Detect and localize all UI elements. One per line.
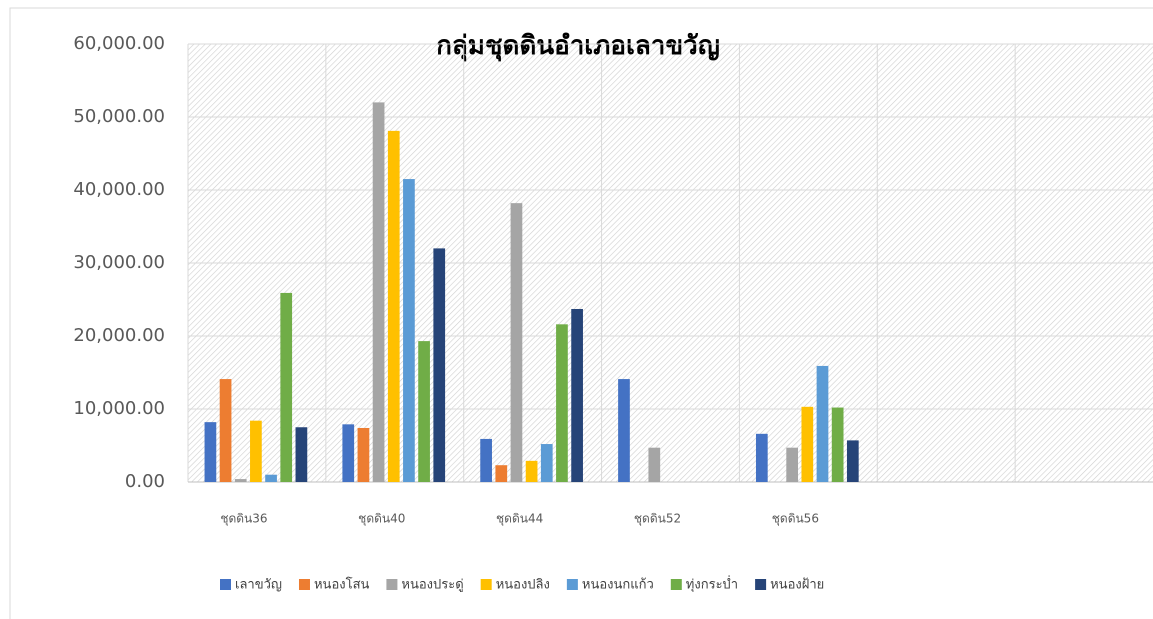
y-tick-label: 10,000.00: [73, 398, 165, 419]
bar: [295, 427, 308, 482]
legend-label: หนองนกแก้ว: [582, 578, 654, 593]
legend-label: หนองประดู่: [401, 578, 463, 593]
x-tick-label: ชุดดิน52: [634, 512, 681, 527]
y-tick-label: 40,000.00: [73, 179, 165, 200]
x-tick-label: ชุดดิน44: [496, 512, 543, 527]
bar: [234, 479, 247, 482]
bar: [250, 420, 262, 482]
bar: [480, 438, 492, 482]
bar: [342, 424, 355, 482]
bar: [357, 427, 370, 482]
bar: [280, 292, 293, 482]
y-tick-label: 20,000.00: [73, 325, 165, 346]
bar: [510, 203, 523, 482]
legend-swatch: [755, 579, 767, 590]
bar: [816, 365, 829, 482]
bar: [265, 474, 277, 482]
x-tick-label: ชุดดิน40: [358, 512, 405, 527]
legend-swatch: [298, 579, 310, 590]
bar: [755, 433, 768, 482]
chart-title: กลุ่มชุดดินอำเภอเลาขวัญ: [436, 31, 720, 62]
bar: [403, 179, 415, 483]
bar: [786, 447, 799, 482]
x-tick-label: ชุดดิน36: [220, 512, 267, 527]
bar: [618, 379, 630, 482]
bar: [846, 440, 859, 482]
bar: [372, 102, 385, 483]
bar: [648, 447, 661, 482]
legend-swatch: [386, 579, 398, 590]
bar: [387, 130, 400, 482]
legend-swatch: [220, 579, 231, 590]
bar: [831, 407, 844, 482]
legend-label: หนองฝ้าย: [770, 578, 824, 593]
bar: [204, 422, 217, 482]
legend-label: หนองปลิง: [496, 578, 550, 593]
bar: [801, 406, 814, 482]
legend-swatch: [670, 579, 682, 590]
bar: [571, 308, 583, 482]
legend-swatch: [566, 579, 578, 590]
legend-label: หนองโสน: [314, 577, 370, 593]
y-tick-label: 60,000.00: [73, 33, 165, 54]
bar: [418, 341, 430, 482]
bar: [525, 460, 538, 482]
bar: [556, 324, 568, 482]
bar: [433, 248, 446, 482]
x-tick-label: ชุดดิน56: [772, 512, 819, 527]
y-tick-label: 50,000.00: [73, 106, 165, 127]
legend-label: เลาขวัญ: [235, 578, 282, 593]
legend-label: ทุ่งกระบ่ำ: [686, 576, 738, 593]
y-tick-label: 30,000.00: [73, 252, 165, 273]
y-tick-label: 0.00: [125, 471, 165, 492]
bar: [219, 379, 232, 482]
bar: [495, 465, 508, 482]
legend-swatch: [480, 579, 492, 590]
bar: [540, 444, 553, 482]
